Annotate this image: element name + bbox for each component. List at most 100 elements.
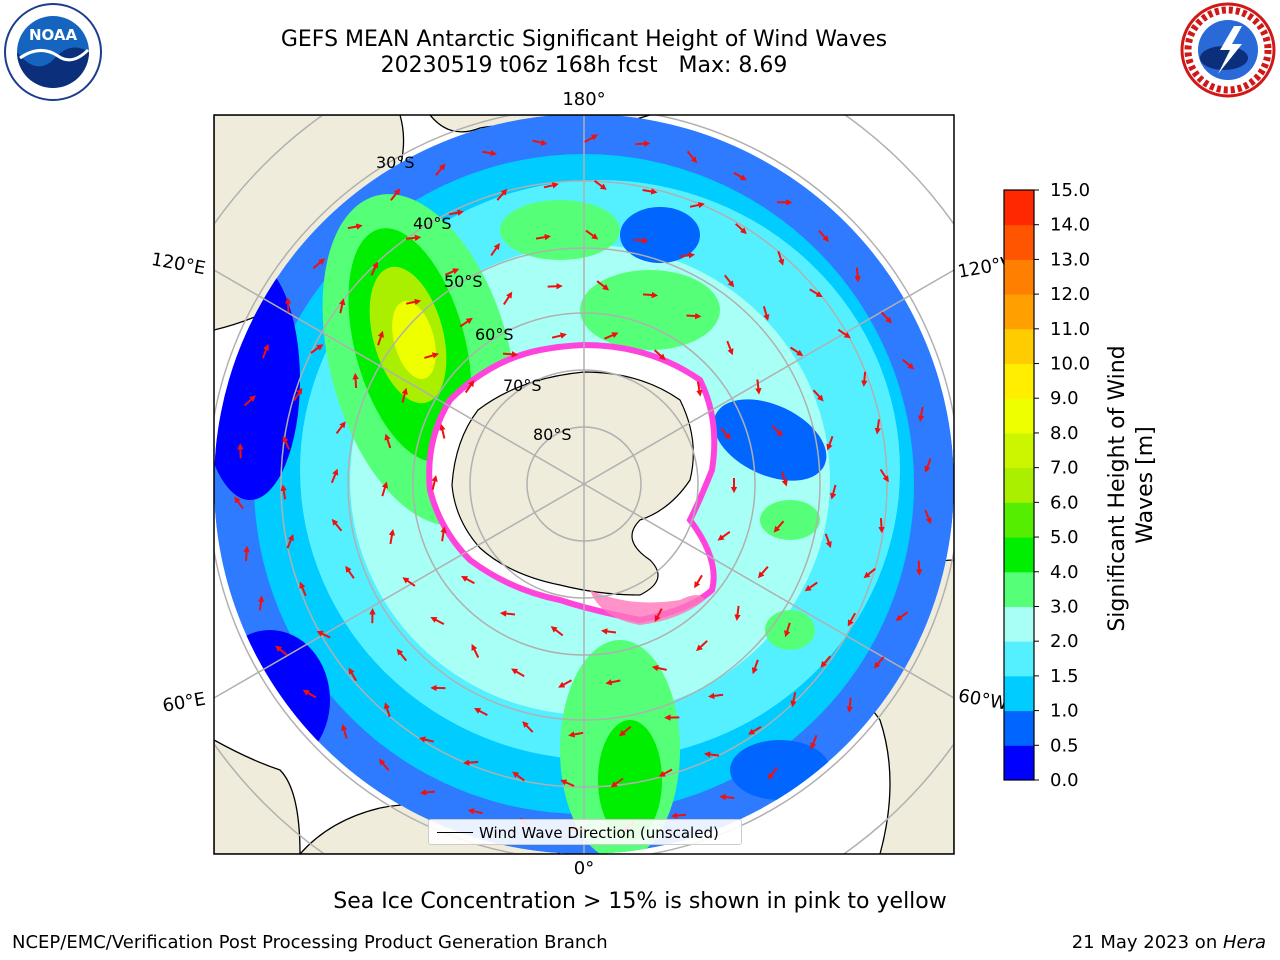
footer-credit: NCEP/EMC/Verification Post Processing Pr…: [12, 932, 608, 953]
wave-direction-arrow: [481, 149, 498, 157]
wave-direction-arrow: [293, 387, 303, 402]
wave-direction-arrow: [605, 679, 621, 686]
wave-direction-arrow: [810, 734, 818, 750]
wave-direction-arrow: [604, 332, 619, 340]
wave-direction-arrow: [440, 526, 447, 542]
wave-direction-arrow: [345, 565, 355, 579]
wave-direction-arrow: [654, 608, 663, 623]
wave-direction-arrow: [431, 475, 438, 491]
wave-direction-arrow: [679, 252, 696, 259]
wave-direction-arrow: [790, 346, 804, 356]
wave-direction-arrow: [282, 435, 291, 450]
wave-direction-arrow: [755, 379, 762, 395]
lon-label-180: 180°: [562, 89, 605, 110]
wave-direction-arrow: [405, 234, 422, 242]
colorbar-tick-label: 2.0: [1050, 631, 1079, 652]
wave-direction-arrow: [777, 250, 785, 266]
wave-direction-arrow: [767, 766, 778, 780]
wave-direction-arrow: [826, 435, 834, 451]
wave-direction-arrow: [703, 751, 720, 758]
colorbar-tick-label: 8.0: [1050, 423, 1079, 444]
wave-direction-arrow: [503, 291, 513, 305]
lat-label-40s: 40°S: [413, 214, 452, 233]
wave-direction-arrow: [243, 395, 256, 407]
wave-direction-arrow: [820, 655, 832, 668]
wave-direction-arrow: [280, 484, 287, 500]
wave-direction-arrow: [460, 575, 475, 585]
wave-direction-arrow: [878, 518, 885, 534]
wave-direction-arrow: [243, 545, 250, 562]
wave-direction-arrow: [708, 692, 724, 700]
colorbar-tick-label: 4.0: [1050, 562, 1079, 583]
wave-direction-arrow: [459, 317, 473, 328]
wave-direction-arrow: [818, 229, 829, 243]
colorbar-swatch: [1004, 571, 1034, 607]
wave-direction-arrow: [642, 291, 659, 299]
wave-direction-arrow: [771, 425, 783, 437]
wave-direction-arrow: [430, 617, 445, 625]
wave-direction-arrow: [720, 427, 731, 440]
wave-direction-arrow: [511, 668, 525, 678]
wave-direction-arrow: [733, 171, 747, 181]
sea-ice-note: Sea Ice Concentration > 15% is shown in …: [333, 889, 947, 914]
lat-label-60s: 60°S: [475, 325, 514, 344]
wave-direction-arrow: [543, 182, 559, 189]
legend-line-swatch: [437, 832, 473, 833]
colorbar-swatch: [1004, 294, 1034, 330]
wave-direction-arrow: [419, 789, 436, 796]
wave-direction-arrow: [879, 468, 889, 483]
wave-direction-arrow: [388, 528, 396, 545]
wave-direction-arrow: [348, 667, 357, 682]
colorbar-tick-label: 11.0: [1050, 319, 1090, 340]
wave-direction-arrow: [535, 233, 552, 241]
lon-label-120e: 120°E: [150, 249, 208, 279]
colorbar-swatch: [1004, 259, 1034, 295]
wave-direction-arrow: [464, 380, 475, 394]
colorbar-tick-label: 10.0: [1050, 354, 1090, 375]
colorbar-tick-label: 7.0: [1050, 458, 1079, 479]
lat-label-70s: 70°S: [503, 376, 542, 395]
colorbar-tick-label: 5.0: [1050, 527, 1079, 548]
wave-direction-arrow: [310, 344, 324, 354]
colorbar-swatch: [1004, 467, 1034, 503]
noaa-logo: NOAA: [4, 3, 102, 101]
wave-direction-arrow: [496, 188, 508, 201]
wave-direction-arrow: [751, 659, 759, 675]
wave-direction-arrow: [316, 630, 331, 639]
wave-direction-arrow: [406, 298, 422, 306]
footer-host: Hera: [1222, 932, 1266, 953]
wave-direction-arrow: [568, 731, 584, 738]
wave-direction-arrow: [463, 759, 479, 766]
wave-direction-arrow: [299, 581, 307, 597]
colorbar-swatch: [1004, 432, 1034, 469]
wave-direction-arrow: [331, 518, 343, 532]
wave-direction-arrow: [439, 423, 446, 439]
wave-direction-arrow: [635, 140, 651, 147]
wave-direction-arrow: [377, 330, 384, 346]
colorbar-tick-label: 15.0: [1050, 180, 1090, 201]
wave-direction-arrow: [499, 610, 516, 617]
colorbar-swatch: [1004, 224, 1034, 260]
colorbar-tick-label: 13.0: [1050, 249, 1090, 270]
wave-direction-arrow: [390, 188, 401, 201]
wave-direction-arrow: [915, 560, 923, 576]
wave-direction-arrow: [824, 533, 832, 549]
wave-direction-arrow: [547, 283, 563, 290]
wave-direction-arrow: [924, 458, 932, 473]
wave-direction-arrow: [302, 689, 317, 699]
wave-direction-arrow: [330, 468, 339, 484]
wave-direction-arrow: [275, 645, 288, 656]
wave-direction-arrow: [370, 261, 379, 276]
lat-label-80s: 80°S: [533, 425, 572, 444]
wave-direction-arrow: [809, 288, 823, 298]
wave-direction-arrow: [773, 520, 785, 533]
wave-direction-arrow: [924, 509, 932, 525]
wave-direction-arrow: [378, 758, 390, 771]
wave-direction-arrow: [895, 611, 909, 621]
wave-direction-arrow: [610, 777, 624, 788]
colorbar-tick-label: 0.5: [1050, 735, 1079, 756]
colorbar-tick-label: 1.0: [1050, 701, 1079, 722]
colorbar-swatch: [1004, 745, 1034, 781]
wave-direction-arrow: [424, 352, 439, 359]
